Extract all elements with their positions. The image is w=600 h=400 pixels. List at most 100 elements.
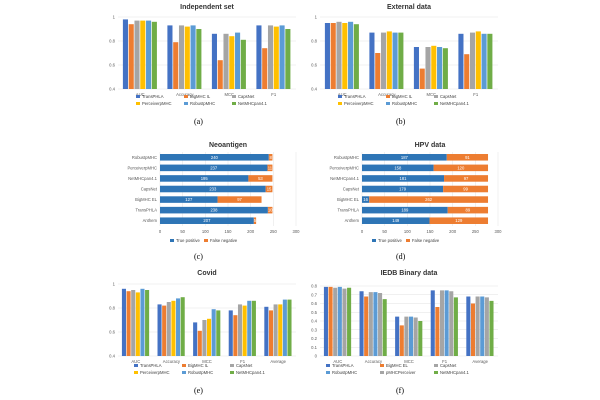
legend-swatch-capsnet <box>434 95 438 98</box>
bar-bigmhc-el-average <box>470 303 476 356</box>
chart-panel-independent-set: Independent set 1 0.8 0.6 0.4 AUC Accuracy MCC F… <box>100 0 300 112</box>
bar-robustpmhc-mcc <box>235 32 241 89</box>
bar-transphla-accuracy <box>157 304 162 356</box>
y-tick-label: 0.4 <box>311 319 317 324</box>
caption-c: (c) <box>194 252 203 261</box>
legend-label-capsnet: CapsNet <box>440 363 457 368</box>
y-category-label: TransPHLA <box>338 208 360 213</box>
y-tick-label: 1 <box>113 15 116 20</box>
bar-robustpmhc-accuracy <box>176 298 181 356</box>
legend-label-robustpmhc: RobustpMHC <box>190 101 215 106</box>
x-tick-label: 50 <box>180 229 185 234</box>
bar-false-negative-perceiverpmhc <box>267 164 273 172</box>
y-tick-label: 0.2 <box>311 336 317 341</box>
bar-robustpmhc-accuracy <box>373 292 378 356</box>
data-label-false-negative: 99 <box>463 187 468 192</box>
data-label-false-negative: 89 <box>466 208 471 213</box>
y-tick-label: 0.7 <box>311 292 317 297</box>
bar-perceiverpmhc-mcc <box>207 318 212 356</box>
bar-false-negative-netmhcpan4-1 <box>444 175 489 182</box>
y-tick-label: 0.3 <box>311 327 317 332</box>
chart-panel-iedb-binary-data: IEDB Binary data 0.8 0.7 0.6 0.5 0.4 0.3 0.2 0.1… <box>302 266 502 378</box>
bar-bigmhc-il-f1 <box>262 48 268 89</box>
bar-robustpmhc-accuracy <box>392 32 398 89</box>
data-label-false-negative: 53 <box>258 176 263 181</box>
bar-transphla-mcc <box>211 33 217 89</box>
x-tick-label: Accuracy <box>378 92 396 97</box>
legend-label-perceiverpmhc: PerceiverpMHC <box>140 370 170 375</box>
bar-netmhcpan4-1-accuracy <box>196 29 202 89</box>
legend-swatch-netmhcpan4-1 <box>232 102 236 105</box>
y-tick-label: 0.4 <box>109 87 115 92</box>
bar-false-negative-robustpmhc <box>446 154 489 161</box>
chart-independent-set: Independent set 1 0.8 0.6 0.4 AUC Accuracy MCC F… <box>109 4 296 106</box>
legend-label-perceiverpmhc: PerceiverpMHC <box>344 101 374 106</box>
data-label-false-negative: 262 <box>425 197 433 202</box>
bar-true-positive-perceiverpmhc <box>160 164 268 172</box>
bar-perceiverpmhc-accuracy <box>171 300 176 356</box>
bar-false-negative-bigmhc-el <box>369 196 489 203</box>
bar-bigmhc-il-f1 <box>464 54 470 89</box>
y-tick-label: 0.8 <box>109 306 115 311</box>
data-label-false-negative: 120 <box>457 165 465 170</box>
bar-robustpmhc-average <box>480 296 485 356</box>
legend-swatch-bigmhc-el <box>380 364 384 367</box>
bar-pmhcperceiver-f1 <box>449 291 454 356</box>
bar-netmhcpan4-1-f1 <box>251 300 256 356</box>
bar-capsnet-mcc <box>202 320 207 356</box>
legend-label-transphla: TransPHLA <box>142 94 164 99</box>
legend-swatch-capsnet <box>230 364 234 367</box>
bar-capsnet-mcc <box>425 47 431 89</box>
bar-capsnet-auc <box>336 21 342 89</box>
bar-true-positive-bigmhc-el <box>160 196 218 203</box>
x-tick-label: 250 <box>270 229 278 234</box>
bar-robustpmhc-f1 <box>444 290 449 356</box>
x-tick-label: MCC <box>426 92 436 97</box>
legend-swatch-false-negative <box>406 239 410 242</box>
y-tick-label: 0.8 <box>311 39 317 44</box>
caption-f: (f) <box>396 386 404 395</box>
y-tick-label: 1 <box>113 282 116 287</box>
legend-label-transphla: TransPHLA <box>332 363 354 368</box>
legend-label-false-negative: False negative <box>412 238 440 243</box>
legend-label-true-positive: True positive <box>176 238 200 243</box>
chart-title: External data <box>387 4 431 11</box>
bar-robustpmhc-auc <box>146 20 152 90</box>
bar-bigmhc-il-accuracy <box>173 42 179 89</box>
bar-bigmhc-el-f1 <box>435 307 440 356</box>
bar-capsnet-accuracy <box>178 25 185 89</box>
legend-label-bigmhc-il: BigMHC IL <box>190 94 211 99</box>
bar-bigmhc-il-accuracy <box>375 53 381 89</box>
legend-label-capsnet: CapsNet <box>238 94 255 99</box>
chart-panel-external-data: External data 1 0.8 0.6 0.4 AUC Accuracy MCC F1 T… <box>302 0 502 112</box>
bar-robustpmhc-mcc <box>211 309 216 356</box>
legend-swatch-netmhcpan4-1 <box>434 102 438 105</box>
data-label-true-positive: 179 <box>399 187 407 192</box>
bar-false-negative-transphla <box>267 206 273 214</box>
legend-swatch-perceiverpmhc <box>134 371 138 374</box>
x-tick-label: AUC <box>333 359 342 364</box>
legend-label-capsnet: CapsNet <box>236 363 253 368</box>
bar-robustpmhc-auc <box>348 21 354 89</box>
bar-transphla-average <box>264 306 269 356</box>
bar-true-positive-anthem <box>160 217 254 224</box>
bar-netmhcpan4-1-auc <box>145 290 150 356</box>
bar-capsnet-auc <box>131 290 136 356</box>
bar-perceiverpmhc-auc <box>135 292 140 356</box>
bar-robustpmhc-auc <box>140 288 145 356</box>
bar-transphla-mcc <box>395 316 400 356</box>
data-label-true-positive: 233 <box>209 187 217 192</box>
bar-bigmhc-il-mcc <box>419 68 425 89</box>
bar-transphla-auc <box>324 23 330 89</box>
y-tick-label: 0.5 <box>311 310 317 315</box>
data-label-true-positive: 187 <box>401 155 409 160</box>
data-label-false-negative: 11 <box>268 165 273 170</box>
x-tick-label: F1 <box>240 359 246 364</box>
y-tick-label: 0.6 <box>109 330 115 335</box>
legend-swatch-pmhcperceiver <box>380 371 384 374</box>
y-category-label: CapsNet <box>141 187 158 192</box>
data-label-false-negative: 129 <box>455 218 463 223</box>
legend-swatch-perceiverpmhc <box>338 102 342 105</box>
y-category-label: Anthem <box>143 218 158 223</box>
x-tick-label: Accuracy <box>176 92 194 97</box>
